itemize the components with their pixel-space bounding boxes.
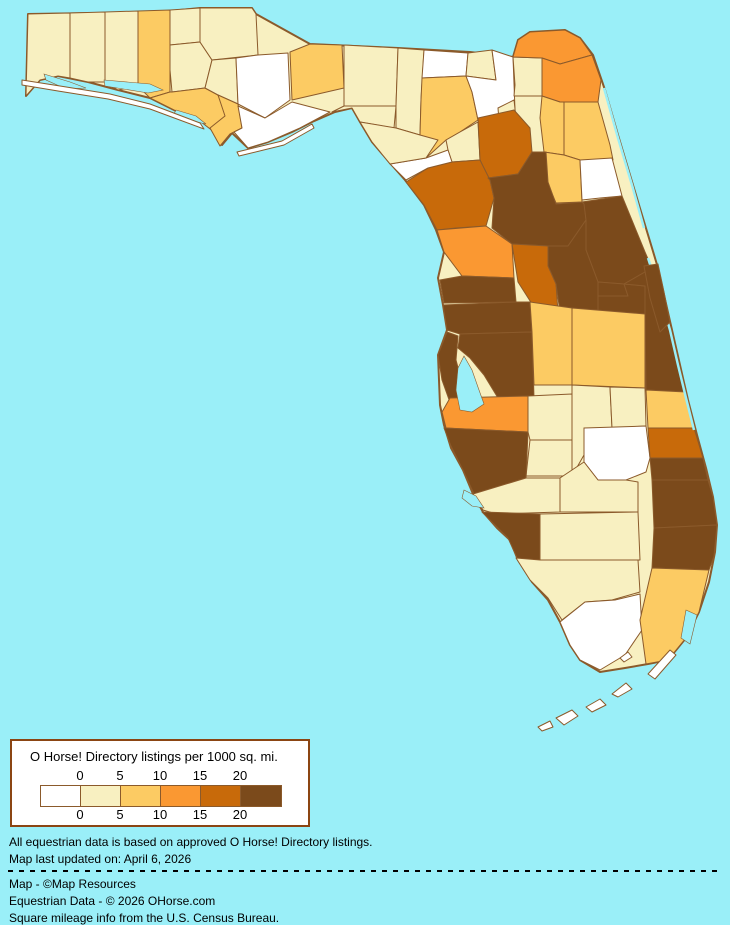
county-holmes [169,7,201,46]
island-key-west [537,720,554,732]
legend-swatch-0-5 [81,786,121,806]
legend-ticks-top: 0 5 10 15 20 [12,768,308,783]
county-monroe [559,593,643,671]
legend-ticks-bottom: 0 5 10 15 20 [12,807,308,822]
legend-tick-5: 5 [116,768,124,783]
legend-tick-0: 0 [76,807,84,822]
water-charlotte-harbor [461,489,485,509]
legend-box: O Horse! Directory listings per 1000 sq.… [10,739,310,827]
county-seminole [597,281,629,297]
water-biscayne-bay [680,609,698,645]
county-martin [649,457,709,481]
county-liberty [235,52,291,119]
island-merritt-island [643,263,671,333]
county-hernando [439,275,517,304]
county-pasco [442,301,533,335]
county-indian-river [645,389,695,429]
island-upper-keys [619,651,633,663]
island-apalachicola-barrier-islands [236,123,315,157]
legend-tick-20: 20 [232,768,248,783]
credit-square-mileage: Square mileage info from the U.S. Census… [9,911,280,925]
note-data-source: All equestrian data is based on approved… [9,835,373,849]
legend-swatch-0 [41,786,81,806]
island-middle-keys-2 [585,698,607,713]
legend-color-bar [40,785,282,807]
county-polk [529,301,573,386]
water-matanzas-lagoon [602,87,646,229]
county-miami-dade [639,567,710,665]
water-choctawhatchee-bay [103,79,164,94]
county-osceola [571,307,646,389]
county-glades [559,461,639,513]
county-gadsden [289,43,345,101]
county-santa-rosa [69,11,106,83]
note-last-updated: Map last updated on: April 6, 2026 [9,852,192,866]
county-hamilton [465,49,497,81]
island-panhandle-barrier-islands [21,79,205,130]
legend-tick-5: 5 [116,807,124,822]
legend-swatch-5-10 [121,786,161,806]
county-lake-okeechobee [583,425,651,481]
county-palm-beach [651,479,718,529]
county-broward [651,524,718,571]
legend-tick-0: 0 [76,768,84,783]
legend-tick-15: 15 [192,807,208,822]
legend-swatch-20+ [241,786,281,806]
county-desoto [525,439,573,477]
island-middle-keys-1 [611,682,633,698]
legend-title: O Horse! Directory listings per 1000 sq.… [30,749,278,764]
county-st-lucie [647,427,704,459]
credit-map: Map - ©Map Resources [9,877,136,891]
county-madison [421,49,469,79]
dashed-divider [8,870,722,872]
water-tampa-bay [455,355,485,413]
county-clay [539,95,565,156]
county-hendry [539,511,641,561]
county-duval [541,54,602,103]
legend-tick-20: 20 [232,807,248,822]
county-okeechobee [609,386,647,429]
county-flagler [579,157,623,201]
county-leon [343,44,399,107]
legend-swatch-10-15 [161,786,201,806]
county-baker [512,56,543,97]
county-hardee [527,393,573,441]
legend-swatch-15-20 [201,786,241,806]
county-manatee [441,395,529,433]
county-franklin [233,101,331,149]
county-taylor [359,121,439,165]
county-jefferson [395,47,425,136]
island-lower-keys [555,709,579,726]
island-key-largo [647,649,677,680]
legend-tick-10: 10 [152,807,168,822]
legend-tick-15: 15 [192,768,208,783]
county-jackson [199,7,259,61]
credit-equestrian-data: Equestrian Data - © 2026 OHorse.com [9,894,216,908]
county-okaloosa [104,10,139,91]
legend-tick-10: 10 [152,768,168,783]
